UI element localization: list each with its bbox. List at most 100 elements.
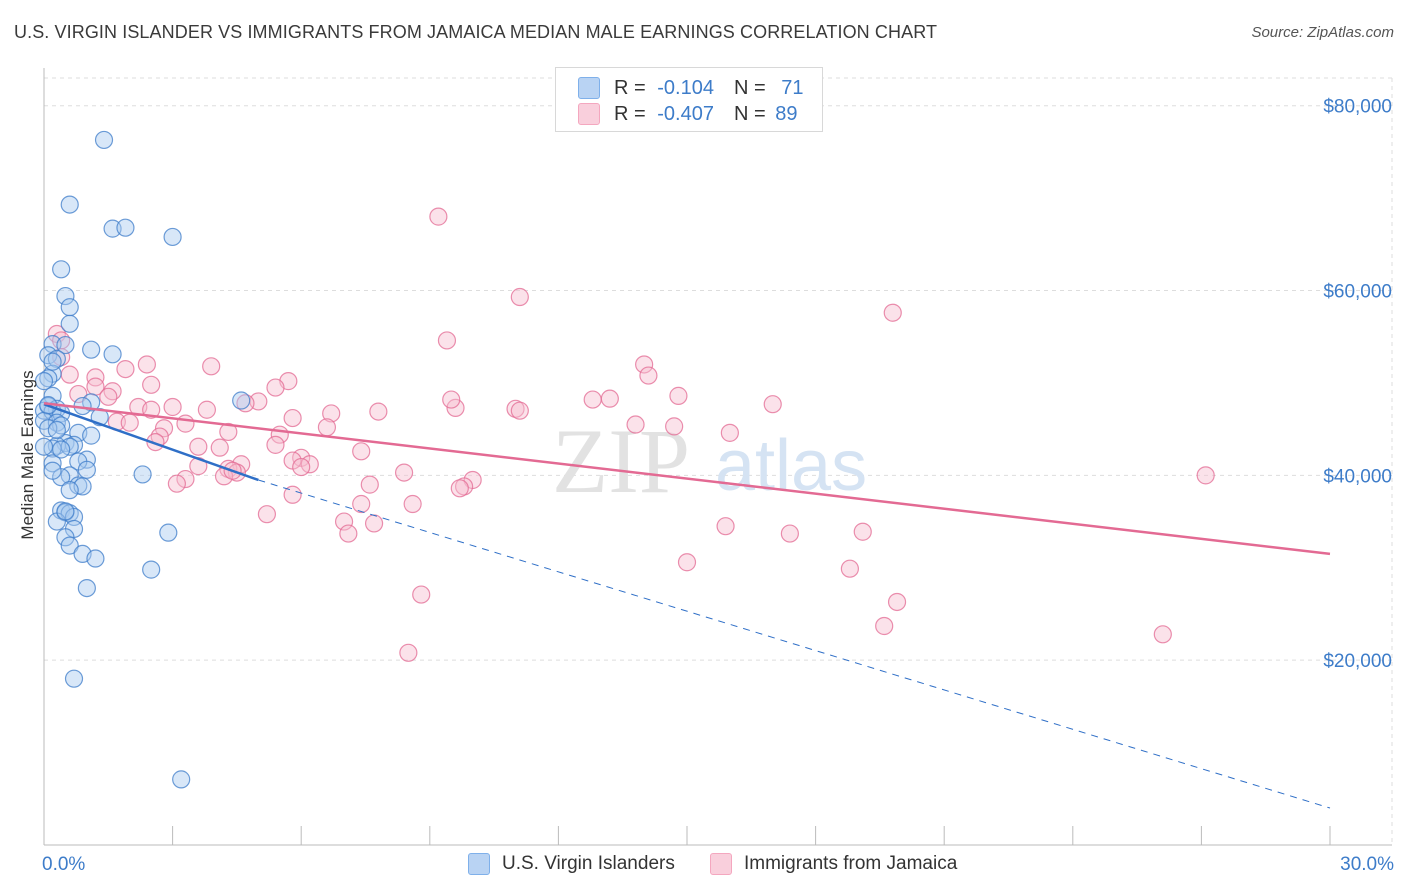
point-virgin-islanders xyxy=(142,560,161,579)
series-virgin-islanders-points xyxy=(34,130,251,789)
y-tick-label: $80,000 xyxy=(1323,97,1392,118)
point-jamaica xyxy=(69,384,88,404)
point-virgin-islanders xyxy=(77,460,96,479)
n-value: 89 xyxy=(775,102,798,125)
watermark-zip: ZIP xyxy=(552,410,690,512)
watermark: ZIP atlas xyxy=(552,410,867,512)
x-tick-label-max: 30.0% xyxy=(1340,854,1394,875)
point-jamaica xyxy=(1196,466,1215,485)
point-jamaica xyxy=(176,469,195,489)
point-jamaica xyxy=(322,404,341,423)
point-jamaica xyxy=(210,438,229,457)
point-jamaica xyxy=(583,390,602,409)
y-tick-label: $60,000 xyxy=(1323,282,1392,303)
point-virgin-islanders xyxy=(159,523,178,542)
point-jamaica xyxy=(412,585,431,604)
point-jamaica xyxy=(780,524,799,543)
point-virgin-islanders xyxy=(47,420,66,440)
point-jamaica xyxy=(665,417,684,436)
point-virgin-islanders xyxy=(52,440,71,459)
point-virgin-islanders xyxy=(163,227,182,247)
axes xyxy=(43,68,1392,846)
point-jamaica xyxy=(635,355,654,374)
point-virgin-islanders xyxy=(34,437,54,456)
point-jamaica xyxy=(360,475,379,494)
point-jamaica xyxy=(639,366,658,385)
trendlines xyxy=(43,402,1331,809)
point-jamaica xyxy=(600,389,619,408)
point-jamaica xyxy=(369,402,388,421)
watermark-atlas: atlas xyxy=(715,426,867,506)
point-jamaica xyxy=(266,378,285,397)
r-value: -0.407 xyxy=(657,102,714,125)
point-jamaica xyxy=(677,553,697,572)
point-virgin-islanders xyxy=(103,219,122,238)
point-jamaica xyxy=(403,494,422,514)
point-jamaica xyxy=(364,514,384,533)
point-virgin-islanders xyxy=(77,579,96,598)
point-jamaica xyxy=(99,387,118,406)
point-virgin-islanders xyxy=(43,461,62,480)
n-value: 71 xyxy=(781,76,804,99)
n-label: N = xyxy=(733,76,766,99)
series-jamaica-points xyxy=(47,207,1215,662)
point-virgin-islanders xyxy=(43,352,62,371)
legend-swatch-pink xyxy=(578,103,600,125)
point-jamaica xyxy=(510,287,529,307)
point-jamaica xyxy=(142,400,161,419)
point-jamaica xyxy=(840,559,859,578)
point-jamaica xyxy=(669,386,688,405)
point-virgin-islanders xyxy=(94,130,114,150)
point-jamaica xyxy=(716,517,735,536)
y-tick-label: $20,000 xyxy=(1323,651,1392,672)
y-axis-label: Median Male Earnings xyxy=(18,370,37,539)
point-virgin-islanders xyxy=(52,260,71,279)
trendline-virgin-islanders-solid xyxy=(43,403,259,482)
point-jamaica xyxy=(219,422,238,442)
point-virgin-islanders xyxy=(34,372,54,391)
point-virgin-islanders xyxy=(86,549,105,568)
point-jamaica xyxy=(442,390,461,409)
point-virgin-islanders xyxy=(103,345,122,364)
bottom-legend-virgin-islanders: U.S. Virgin Islanders xyxy=(468,851,675,877)
point-jamaica xyxy=(197,400,216,419)
point-jamaica xyxy=(446,398,465,418)
point-jamaica xyxy=(283,485,302,504)
point-jamaica xyxy=(510,401,529,420)
legend-swatch-blue xyxy=(578,77,600,99)
point-virgin-islanders xyxy=(56,502,75,521)
point-jamaica xyxy=(189,437,208,456)
point-jamaica xyxy=(257,505,277,524)
n-label: N = xyxy=(733,102,766,125)
point-virgin-islanders xyxy=(56,528,75,547)
point-jamaica xyxy=(626,415,645,434)
r-value: -0.104 xyxy=(657,76,714,99)
point-jamaica xyxy=(883,303,902,322)
point-jamaica xyxy=(266,435,285,454)
point-jamaica xyxy=(339,524,358,543)
chart-title: U.S. VIRGIN ISLANDER VS IMMIGRANTS FROM … xyxy=(14,22,938,42)
point-jamaica xyxy=(292,457,311,477)
y-tick-label: $40,000 xyxy=(1323,466,1392,487)
legend-row-virgin-islanders: R = -0.104 N = 71 xyxy=(578,76,803,100)
trendline-jamaica xyxy=(43,402,1331,556)
point-jamaica xyxy=(154,419,174,438)
point-virgin-islanders xyxy=(172,770,191,789)
point-jamaica xyxy=(450,479,469,498)
point-virgin-islanders xyxy=(116,218,135,237)
point-jamaica xyxy=(120,413,139,432)
point-jamaica xyxy=(283,408,302,428)
point-jamaica xyxy=(352,494,371,514)
point-jamaica xyxy=(176,414,195,433)
point-virgin-islanders xyxy=(60,481,79,500)
source-label: Source: ZipAtlas.com xyxy=(1251,24,1394,41)
point-jamaica xyxy=(202,357,221,376)
point-virgin-islanders xyxy=(60,314,79,333)
point-jamaica xyxy=(167,474,186,493)
point-virgin-islanders xyxy=(43,454,62,473)
bottom-legend-swatch-blue xyxy=(468,853,490,875)
point-virgin-islanders xyxy=(60,298,79,317)
r-label: R = xyxy=(614,102,646,125)
point-jamaica xyxy=(399,643,418,662)
point-virgin-islanders xyxy=(232,391,251,410)
